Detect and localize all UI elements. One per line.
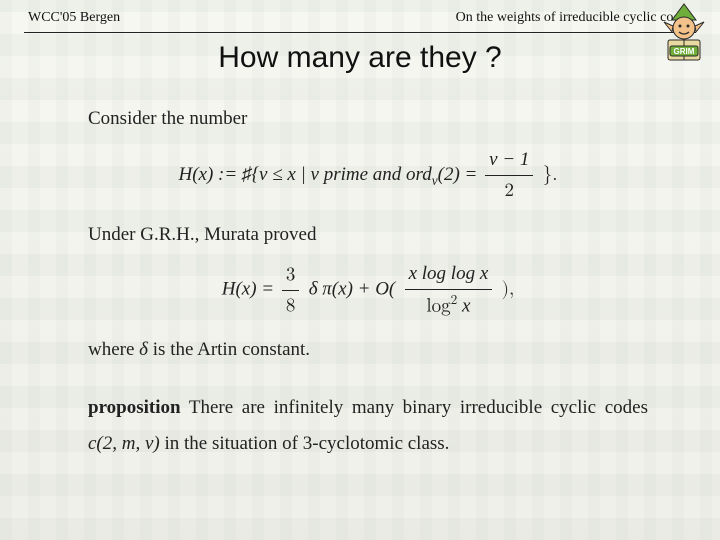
grim-logo-icon: GRIM: [652, 2, 716, 66]
proposition-text-b: in the situation of 3-cyclotomic class.: [165, 433, 450, 454]
eq2-frac2-den: log2 x: [405, 290, 493, 322]
line-2: Under G.R.H., Murata proved: [88, 217, 648, 253]
eq2-frac-2: x log log x log2 x: [405, 259, 493, 322]
proposition-text-a: There are infinitely many binary irreduc…: [189, 397, 648, 418]
header-left: WCC'05 Bergen: [28, 10, 120, 26]
eq2-frac2-num: x log log x: [405, 259, 493, 290]
eq2-mid: δ π(x) + O(: [309, 279, 396, 300]
equation-1: H(x) := ♯{v ≤ x | v prime and ordv(2) = …: [88, 145, 648, 207]
eq1-fraction: v − 1 2: [485, 145, 533, 207]
proposition-math: c(2, m, v): [88, 433, 160, 454]
grim-logo-label: GRIM: [674, 47, 695, 56]
eq2-lhs: H(x) =: [222, 279, 279, 300]
eq2-frac1-den: 8: [282, 291, 300, 321]
proposition: proposition There are infinitely many bi…: [88, 390, 648, 462]
proposition-label: proposition: [88, 397, 181, 418]
body: Consider the number H(x) := ♯{v ≤ x | v …: [24, 101, 696, 462]
eq1-frac-num: v − 1: [485, 145, 533, 176]
header-rule: [24, 32, 696, 33]
line-3: where δ is the Artin constant.: [88, 332, 648, 368]
header: WCC'05 Bergen On the weights of irreduci…: [24, 10, 696, 30]
page-title: How many are they ?: [24, 41, 696, 75]
eq2-frac-1: 3 8: [282, 260, 300, 322]
slide: WCC'05 Bergen On the weights of irreduci…: [0, 0, 720, 540]
eq2-tail: ),: [502, 280, 515, 299]
eq1-frac-den: 2: [485, 176, 533, 206]
eq2-frac1-num: 3: [282, 260, 300, 291]
eq1-tail: }.: [543, 165, 558, 184]
equation-2: H(x) = 3 8 δ π(x) + O( x log log x log2 …: [88, 259, 648, 322]
eq1-lhs: H(x) := ♯{v ≤ x | v prime and ordv(2) =: [178, 164, 482, 185]
lead-text: Consider the number: [88, 101, 648, 137]
